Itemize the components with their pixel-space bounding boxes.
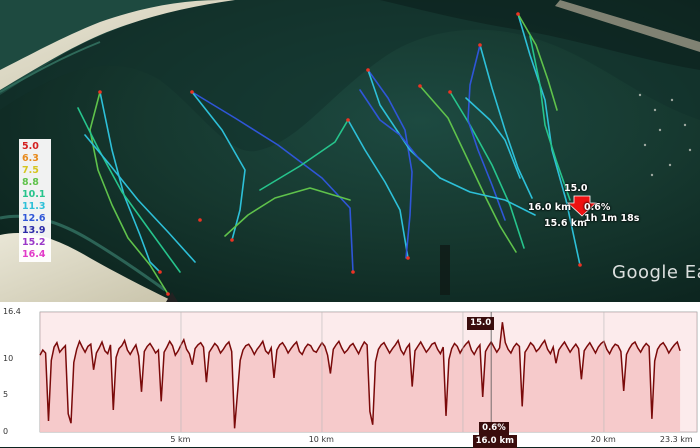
beach-strip [0, 0, 235, 90]
track-segment [99, 91, 161, 273]
track-segment [191, 91, 246, 241]
profile-canvas[interactable] [0, 302, 700, 447]
cursor-x-label: 16.0 km [472, 435, 518, 448]
y-tick-label: 0 [3, 427, 9, 436]
position-marker-icon[interactable] [566, 195, 598, 217]
series-area [40, 322, 681, 432]
track-segment [259, 119, 349, 191]
x-tick-label: 10 km [308, 435, 334, 444]
legend-entry: 8.8 [22, 177, 39, 188]
track-segment [367, 69, 441, 179]
legend-entry: 5.0 [22, 141, 39, 152]
track-segment [89, 91, 169, 295]
cursor-grade-flag: 0.6% [479, 422, 509, 435]
track-segment [439, 177, 536, 216]
map-canvas[interactable] [0, 0, 700, 302]
speed-profile-chart[interactable]: 16.4 10 5 0 5 km 10 km 16.0 km 20 km 23.3 km 15.0… [0, 302, 700, 448]
turn-point [346, 118, 350, 122]
pier-structure [555, 0, 700, 52]
cursor-distance-label: 16.0 km [528, 202, 571, 213]
cursor-grade-label: 0.6% [584, 202, 611, 213]
track-segment [84, 134, 196, 263]
deep-channel [380, 0, 700, 70]
y-tick-label: 5 [3, 390, 9, 400]
track-segment [77, 107, 181, 273]
track-segment [517, 13, 558, 111]
cursor-distance2-label: 15.6 km [544, 218, 587, 229]
gps-track [77, 12, 582, 296]
turn-point [478, 43, 482, 47]
turn-point [351, 270, 355, 274]
turn-point [418, 84, 422, 88]
track-segment [479, 44, 533, 199]
legend-entry: 12.6 [22, 213, 46, 224]
speed-legend: 5.0 6.3 7.5 8.8 10.1 11.3 12.6 13.9 15.2 16.4 [19, 139, 51, 262]
track-segment [529, 35, 571, 201]
y-tick-label: 10 [3, 353, 14, 363]
map-cursor-icon [166, 292, 178, 302]
legend-entry: 16.4 [22, 249, 46, 260]
coast-shelf [0, 0, 210, 95]
cursor-time-label: 1h 1m 18s [584, 213, 640, 224]
x-tick-label: 5 km [170, 435, 191, 444]
track-segment [191, 91, 354, 273]
x-tick-label: 23.3 km [659, 435, 693, 444]
track-segment [359, 89, 421, 161]
legend-entry: 7.5 [22, 165, 39, 176]
track-segment [367, 69, 413, 259]
track-segment [517, 13, 581, 266]
track-segment [467, 44, 506, 221]
turn-point [516, 12, 520, 16]
track-segment [347, 119, 409, 259]
legend-entry: 11.3 [22, 201, 46, 212]
turn-point [166, 292, 170, 296]
turn-point [198, 218, 202, 222]
y-tick-label: 16.4 [3, 307, 21, 316]
satellite-map[interactable]: 5.0 6.3 7.5 8.8 10.1 11.3 12.6 13.9 15.2 16.4 15.… [0, 0, 700, 302]
turn-point [578, 263, 582, 267]
cursor-value-flag: 15.0 [467, 317, 495, 330]
track-segment [465, 97, 521, 179]
track-segment [449, 91, 525, 249]
series-line [39, 322, 681, 429]
turn-point [366, 68, 370, 72]
x-tick-label: 20 km [590, 435, 616, 444]
track-segment [419, 85, 517, 253]
shallow-area [0, 0, 700, 152]
turn-point [230, 238, 234, 242]
moored-boats [638, 93, 692, 177]
coast-edge [0, 41, 101, 93]
turn-point [158, 270, 162, 274]
turn-point [98, 90, 102, 94]
turn-point [190, 90, 194, 94]
turn-point [406, 256, 410, 260]
cursor-speed-label: 15.0 [564, 183, 588, 194]
map-attribution: Google Ea [612, 262, 700, 283]
legend-entry: 10.1 [22, 189, 46, 200]
turn-point [448, 90, 452, 94]
track-segment [224, 187, 351, 237]
legend-entry: 13.9 [22, 225, 46, 236]
legend-entry: 6.3 [22, 153, 39, 164]
jetty [440, 245, 450, 295]
legend-entry: 15.2 [22, 237, 46, 248]
